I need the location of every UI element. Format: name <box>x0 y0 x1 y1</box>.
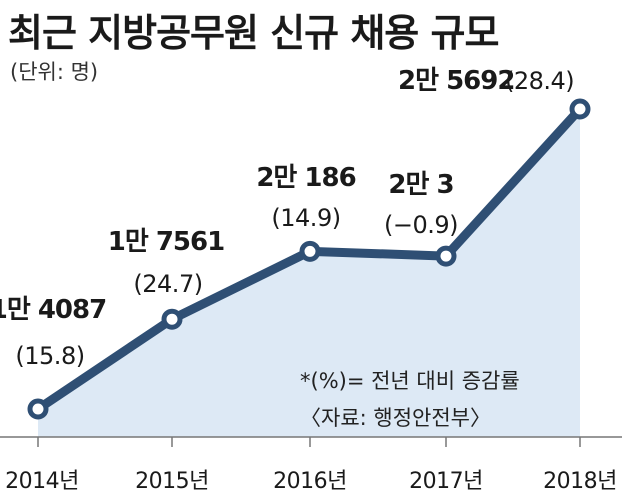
x-axis: 2014년 2015년 2016년 2017년 2018년 <box>0 436 622 494</box>
data-value-label: 2만 3 <box>388 170 453 200</box>
change-rate-label: (15.8) <box>15 342 84 370</box>
change-rate-label: (24.7) <box>133 270 202 298</box>
change-rate-label: (−0.9) <box>384 211 458 239</box>
data-point <box>435 245 457 267</box>
change-rate-label: (28.4) <box>505 67 574 95</box>
data-label-layer: 1만 4087 1만 7561 2만 186 2만 3 2만 5692 (15.8) (24… <box>0 66 575 370</box>
data-point-layer <box>27 98 591 420</box>
change-rate-label: (14.9) <box>271 204 340 232</box>
data-value-label: 2만 5692 <box>398 66 514 96</box>
x-tick-label: 2015년 <box>135 469 209 494</box>
area-layer <box>38 109 580 437</box>
x-tick-label: 2018년 <box>543 469 617 494</box>
data-value-label: 2만 186 <box>256 163 355 193</box>
area-fill <box>38 109 580 437</box>
source-note: 〈자료: 행정안전부〉 <box>300 406 491 430</box>
data-point <box>569 98 591 120</box>
x-tick-label: 2017년 <box>409 469 483 494</box>
data-point <box>161 308 183 330</box>
data-point <box>27 398 49 420</box>
unit-note: (단위: 명) <box>10 60 99 84</box>
x-tick-label: 2016년 <box>273 469 347 494</box>
data-value-label: 1만 4087 <box>0 295 106 325</box>
percent-footnote: *(%)= 전년 대비 증감률 <box>300 369 520 393</box>
chart-title: 최근 지방공무원 신규 채용 규모 <box>8 11 499 55</box>
x-tick-label: 2014년 <box>5 469 79 494</box>
data-value-label: 1만 7561 <box>108 227 224 257</box>
data-point <box>299 240 321 262</box>
